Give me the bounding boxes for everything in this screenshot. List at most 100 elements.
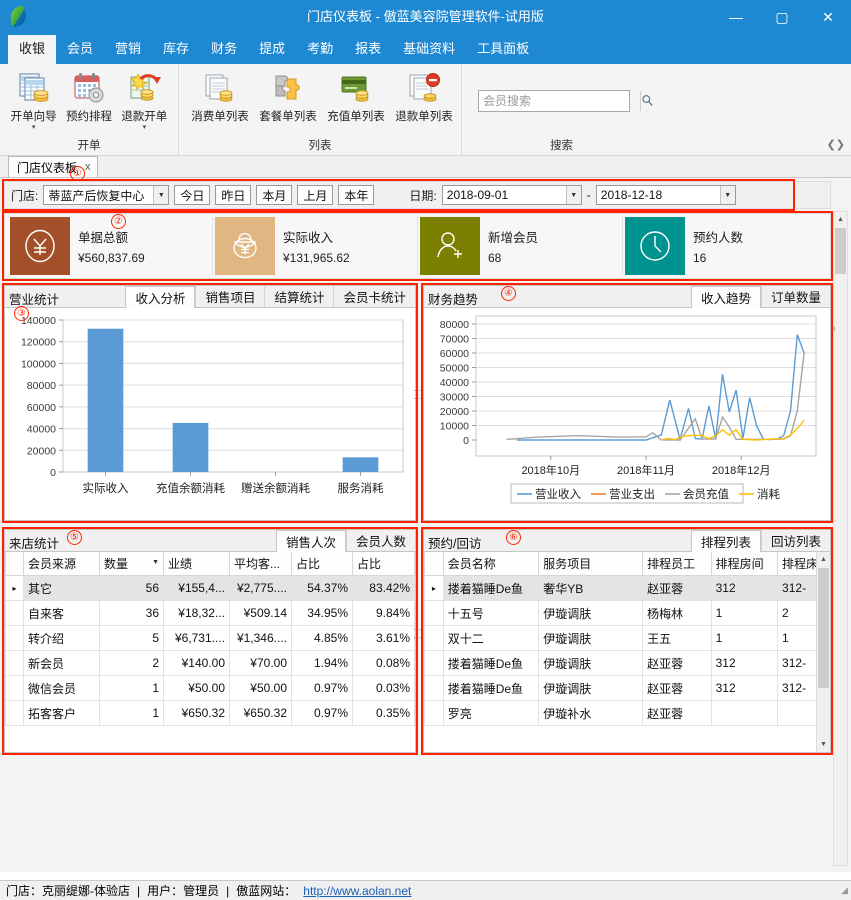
table-row[interactable]: 微信会员 1 ¥50.00 ¥50.00 0.97% 0.03% — [5, 675, 415, 701]
revenue-trend-line-chart[interactable]: 0 10000 20000 30000 40000 50000 60000 70000 8000… — [424, 308, 830, 520]
table-row[interactable]: 双十二 伊璇调肤 王五 1 1 — [424, 625, 830, 651]
tab-order-count[interactable]: 订单数量 — [760, 286, 830, 307]
search-icon[interactable] — [640, 90, 654, 111]
ribbon-tab-huiyuan[interactable]: 会员 — [67, 41, 94, 56]
table-row[interactable]: ▸ 搂着猫睡De鱼 奢华YB 赵亚蓉 312 312- — [424, 575, 830, 601]
scroll-up-icon[interactable]: ▲ — [817, 552, 830, 567]
tab-sales-items[interactable]: 销售项目 — [195, 286, 265, 307]
quick-range-last-month[interactable]: 上月 — [297, 185, 334, 205]
legend-label[interactable]: 会员充值 — [683, 487, 729, 501]
tab-schedule-list[interactable]: 排程列表 — [690, 530, 761, 552]
table-row[interactable]: 搂着猫睡De鱼 伊璇调肤 赵亚蓉 312 312- — [424, 675, 830, 701]
ribbon-button-tuikuandanliebiao[interactable]: 退款单列表 — [393, 68, 455, 124]
bar[interactable] — [87, 328, 124, 472]
ribbon-button-kaidanxiangdao[interactable]: 开单向导 ▾ — [6, 68, 61, 132]
series-line[interactable] — [661, 419, 805, 441]
chevron-up-icon[interactable]: ❮❯ — [826, 139, 845, 151]
ribbon-tab-gongjumianban[interactable]: 工具面板 — [477, 41, 530, 56]
ribbon-button-xiaofeidanliebiao[interactable]: 消费单列表 — [189, 68, 251, 124]
tab-income-analysis[interactable]: 收入分析 — [125, 286, 196, 308]
col-service-item[interactable]: 服务项目 — [538, 552, 644, 576]
kpi-card-appointments[interactable]: 预约人数 16 — [623, 217, 827, 275]
scroll-down-icon[interactable]: ▼ — [817, 737, 830, 752]
tab-sales-count[interactable]: 销售人次 — [275, 530, 346, 552]
col-performance[interactable]: 业绩 — [163, 552, 230, 576]
legend-label[interactable]: 营业支出 — [609, 487, 655, 501]
tab-revenue-trend[interactable]: 收入趋势 — [690, 286, 761, 308]
col-ratio-1[interactable]: 占比 — [291, 552, 353, 576]
bar[interactable] — [342, 457, 379, 472]
date-to-input[interactable]: 2018-12-18 ▼ — [595, 185, 736, 205]
chevron-down-icon[interactable]: ▼ — [719, 186, 735, 204]
table-row[interactable]: 自来客 36 ¥18,32... ¥509.14 34.95% 9.84% — [5, 600, 415, 626]
panel-resize-grip[interactable]: ≡ — [828, 326, 838, 331]
kpi-card-new-members[interactable]: 新增会员 68 — [418, 217, 623, 275]
table-row[interactable]: ▸ 其它 56 ¥155,4... ¥2,775.... 54.37% 83.42% — [5, 575, 415, 601]
tab-followup-list[interactable]: 回访列表 — [760, 530, 830, 551]
table-row[interactable]: 罗亮 伊璇补水 赵亚蓉 — [424, 700, 830, 726]
ribbon-tab-jichuziliao[interactable]: 基础资料 — [403, 41, 456, 56]
quick-range-yesterday[interactable]: 昨日 — [215, 185, 252, 205]
maximize-button[interactable]: ▢ — [775, 8, 789, 25]
member-search-box[interactable] — [478, 89, 653, 112]
tab-member-count[interactable]: 会员人数 — [345, 530, 415, 551]
ribbon-tab-shouyin[interactable]: 收银 — [8, 35, 57, 64]
page-scrollbar[interactable]: ▲ — [833, 211, 848, 866]
scroll-up-icon[interactable]: ▲ — [834, 212, 847, 227]
ribbon-tab-kaoqin[interactable]: 考勤 — [307, 41, 334, 56]
panel-body[interactable]: 会员来源 数量 ▼ 业绩 平均客... 占比 占比 ▸ 其它 56 ¥155,4...… — [5, 552, 415, 752]
table-row[interactable]: 搂着猫睡De鱼 伊璇调肤 赵亚蓉 312 312- — [424, 650, 830, 676]
table-row[interactable]: 新会员 2 ¥140.00 ¥70.00 1.94% 0.08% — [5, 650, 415, 676]
close-icon[interactable]: x — [85, 161, 91, 173]
quick-range-this-year[interactable]: 本年 — [338, 185, 375, 205]
col-schedule-staff[interactable]: 排程员工 — [642, 552, 712, 576]
panel-resize-grip[interactable]: ⋮⋮ — [413, 386, 423, 402]
booking-table-scrollbar[interactable]: ▲ ▼ — [816, 552, 830, 752]
table-row[interactable]: 拓客客户 1 ¥650.32 ¥650.32 0.97% 0.35% — [5, 700, 415, 726]
col-ratio-2[interactable]: 占比 — [352, 552, 415, 576]
ribbon-tab-kucun[interactable]: 库存 — [163, 41, 190, 56]
scrollbar-thumb[interactable] — [818, 568, 829, 688]
ribbon-button-label: 退款单列表 — [395, 111, 453, 123]
kpi-card-actual-income[interactable]: 实际收入 ¥131,965.62 — [213, 217, 418, 275]
dropdown-caret-icon[interactable]: ▾ — [31, 124, 36, 131]
tab-member-card-stats[interactable]: 会员卡统计 — [333, 286, 415, 307]
chevron-down-icon[interactable]: ▼ — [153, 186, 169, 204]
col-quantity[interactable]: 数量 ▼ — [99, 552, 164, 576]
col-schedule-room[interactable]: 排程房间 — [710, 552, 779, 576]
ribbon-tab-ticheng[interactable]: 提成 — [259, 41, 286, 56]
col-member-source[interactable]: 会员来源 — [23, 552, 100, 576]
sort-desc-icon[interactable]: ▼ — [152, 559, 159, 566]
legend-label[interactable]: 营业收入 — [535, 487, 581, 501]
close-button[interactable]: ✕ — [822, 8, 834, 25]
col-member-name[interactable]: 会员名称 — [442, 552, 540, 576]
minimize-button[interactable]: — — [729, 9, 743, 25]
ribbon-button-yuyuepaicheng[interactable]: 预约排程 — [61, 68, 116, 132]
scrollbar-thumb[interactable] — [835, 228, 846, 274]
kpi-card-total-amount[interactable]: 单据总额 ¥560,837.69 — [8, 217, 213, 275]
resize-grip-icon[interactable]: ◢ — [841, 885, 848, 895]
search-input[interactable] — [479, 90, 640, 111]
ribbon-button-tuikuankaidan[interactable]: 退款开单 ▾ — [117, 68, 172, 132]
panel-resize-grip[interactable]: ⋮⋮ — [413, 625, 423, 641]
chevron-down-icon[interactable]: ▼ — [565, 186, 581, 204]
dropdown-caret-icon[interactable]: ▾ — [142, 124, 147, 131]
table-row[interactable]: 十五号 伊璇调肤 杨梅林 1 2 — [424, 600, 830, 626]
bar[interactable] — [172, 422, 209, 472]
ribbon-button-taocandanliebiao[interactable]: 套餐单列表 — [257, 68, 319, 124]
quick-range-this-month[interactable]: 本月 — [256, 185, 293, 205]
panel-body[interactable]: 会员名称 服务项目 排程员工 排程房间 排程床位 ▸ 搂着猫睡De鱼 奢华YB 赵亚蓉… — [424, 552, 830, 752]
status-site-link[interactable]: http://www.aolan.net — [303, 883, 412, 898]
ribbon-tab-caiwu[interactable]: 财务 — [211, 41, 238, 56]
ribbon-tab-yingxiao[interactable]: 营销 — [115, 41, 142, 56]
legend-label[interactable]: 消耗 — [757, 487, 780, 501]
store-select[interactable]: 蒂蓝产后恢复中心 ▼ — [43, 185, 170, 205]
tab-settlement-stats[interactable]: 结算统计 — [264, 286, 334, 307]
col-avg-customer[interactable]: 平均客... — [229, 552, 292, 576]
table-row[interactable]: 转介绍 5 ¥6,731.... ¥1,346.... 4.85% 3.61% — [5, 625, 415, 651]
quick-range-today[interactable]: 今日 — [174, 185, 211, 205]
date-from-input[interactable]: 2018-09-01 ▼ — [441, 185, 582, 205]
ribbon-tab-baobiao[interactable]: 报表 — [355, 41, 382, 56]
ribbon-button-chongzhidanliebiao[interactable]: 充值单列表 — [325, 68, 387, 124]
income-analysis-bar-chart[interactable]: 0 20000 40000 60000 80000 100000 120000 140000 实… — [5, 308, 415, 520]
